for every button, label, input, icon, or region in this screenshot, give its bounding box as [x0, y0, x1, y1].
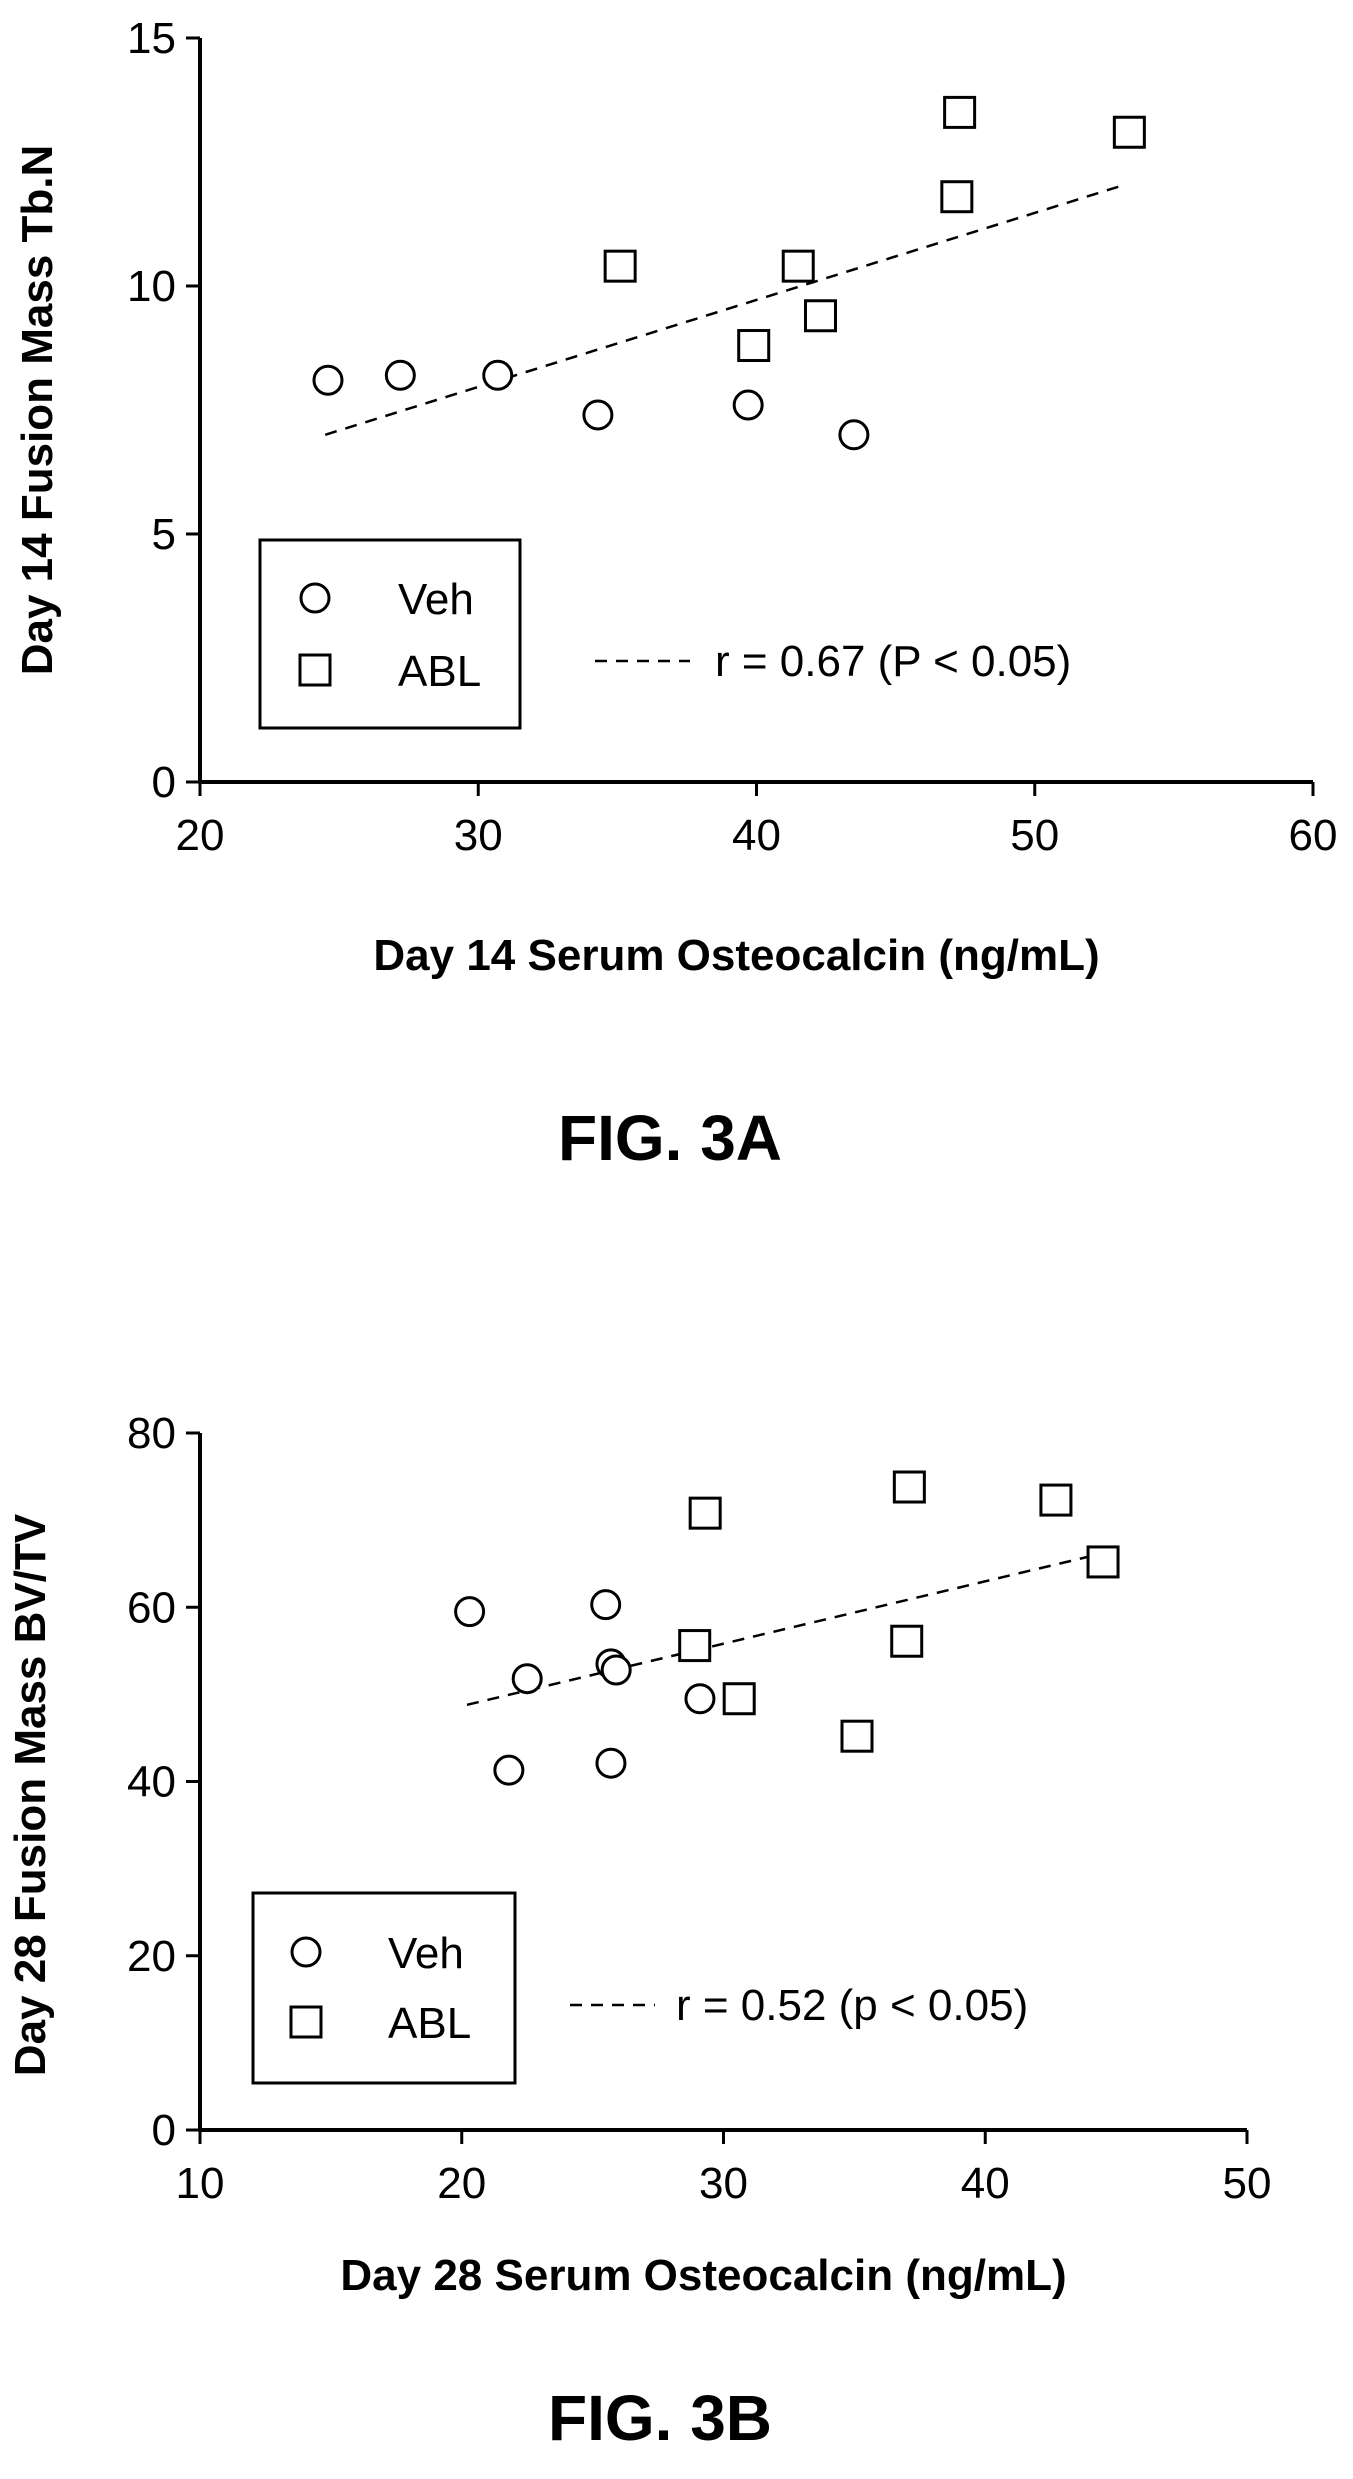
- fig2-point-veh: [590, 1589, 622, 1621]
- fig1-point-abl: [940, 180, 974, 214]
- fig1-point-veh: [732, 389, 764, 421]
- fig1-point-abl: [603, 249, 637, 283]
- fig2-legend-label-abl: ABL: [388, 1999, 471, 2048]
- fig1-point-veh: [838, 419, 870, 451]
- fig2-caption: FIG. 3B: [548, 2382, 772, 2454]
- fig1-legend-square-icon: [298, 653, 332, 687]
- fig2-x-tick-label: 50: [1223, 2159, 1272, 2208]
- fig1-point-abl: [943, 95, 977, 129]
- fig2-y-tick-label: 40: [127, 1758, 176, 1807]
- fig2-point-abl: [892, 1470, 926, 1504]
- fig2-point-veh: [600, 1654, 632, 1686]
- fig2-y-tick-label: 80: [127, 1409, 176, 1458]
- fig1-point-veh: [482, 359, 514, 391]
- fig1-caption: FIG. 3A: [558, 1102, 782, 1174]
- fig2-point-veh: [595, 1747, 627, 1779]
- fig2-point-veh: [454, 1596, 486, 1628]
- fig1-legend-box: [258, 538, 522, 730]
- fig2-fit-line: [466, 1552, 1104, 1707]
- fig2-y-tick-label: 60: [127, 1583, 176, 1632]
- fig1-chart: 0 5 10 15 20 30 40 50 60 Day 14 Fusion Mass Tb.N D…: [13, 14, 1337, 1174]
- fig1-y-tick-label: 15: [127, 14, 176, 63]
- fig2-point-abl: [678, 1629, 712, 1663]
- fig1-fit-line: [324, 185, 1119, 436]
- fig1-x-tick-label: 50: [1010, 811, 1059, 860]
- fig1-point-abl: [1112, 115, 1146, 149]
- fig2-point-veh: [511, 1663, 543, 1695]
- fig2-point-abl: [840, 1719, 874, 1753]
- fig2-x-tick-label: 30: [699, 2159, 748, 2208]
- fig1-legend-label-abl: ABL: [398, 647, 481, 696]
- fig2-point-abl: [722, 1682, 756, 1716]
- fig1-x-tick-label: 60: [1289, 811, 1338, 860]
- fig1-x-tick-label: 30: [454, 811, 503, 860]
- fig2-x-tick-label: 10: [176, 2159, 225, 2208]
- fig2-x-tick-label: 20: [437, 2159, 486, 2208]
- fig1-x-tick-label: 20: [176, 811, 225, 860]
- fig1-point-abl: [781, 249, 815, 283]
- fig2-x-axis-label: Day 28 Serum Osteocalcin (ng/mL): [340, 2251, 1066, 2300]
- fig1-point-veh: [384, 359, 416, 391]
- fig2-chart: 0 20 40 60 80 10 20 30 40 50 Day 28 Fusion Mass BV…: [6, 1409, 1271, 2454]
- fig1-annotation-text: r = 0.67 (P < 0.05): [715, 637, 1071, 686]
- fig1-x-tick-label: 40: [732, 811, 781, 860]
- fig2-point-abl: [1039, 1483, 1073, 1517]
- fig1-point-veh: [312, 364, 344, 396]
- fig2-y-tick-label: 20: [127, 1932, 176, 1981]
- fig2-point-abl: [688, 1496, 722, 1530]
- fig2-point-veh: [684, 1683, 716, 1715]
- fig2-legend-label-veh: Veh: [388, 1929, 464, 1978]
- fig1-point-veh: [582, 399, 614, 431]
- fig1-point-abl: [737, 329, 771, 363]
- fig1-legend-label-veh: Veh: [398, 575, 474, 624]
- fig2-legend-circle-icon: [290, 1936, 322, 1968]
- fig2-point-abl: [890, 1624, 924, 1658]
- fig1-legend-circle-icon: [299, 582, 331, 614]
- fig1-y-tick-label: 10: [127, 262, 176, 311]
- fig1-y-tick-label: 5: [152, 510, 176, 559]
- fig1-point-abl: [803, 299, 837, 333]
- fig2-y-tick-label: 0: [152, 2106, 176, 2155]
- fig2-y-axis-label: Day 28 Fusion Mass BV/TV: [6, 1513, 55, 2076]
- fig2-point-abl: [1086, 1545, 1120, 1579]
- fig1-y-tick-label: 0: [152, 758, 176, 807]
- fig2-legend-square-icon: [289, 2005, 323, 2039]
- fig2-x-tick-label: 40: [961, 2159, 1010, 2208]
- fig2-annotation-text: r = 0.52 (p < 0.05): [676, 1981, 1028, 2030]
- fig2-legend-box: [251, 1891, 517, 2085]
- fig1-x-axis-label: Day 14 Serum Osteocalcin (ng/mL): [373, 931, 1099, 980]
- fig1-y-axis-label: Day 14 Fusion Mass Tb.N: [13, 145, 62, 676]
- fig2-point-veh: [493, 1754, 525, 1786]
